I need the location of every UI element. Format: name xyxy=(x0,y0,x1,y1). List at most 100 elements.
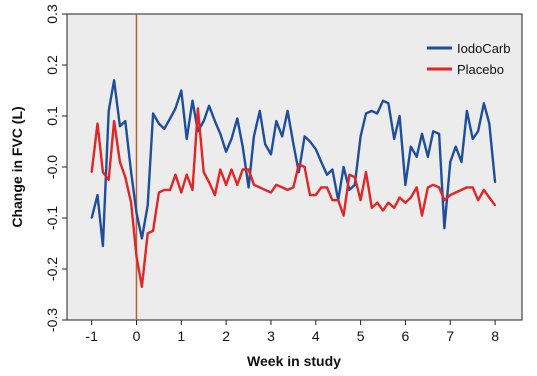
data-point-placebo xyxy=(370,206,373,209)
data-point-iodocarb xyxy=(169,117,172,120)
data-point-placebo xyxy=(393,206,396,209)
data-point-iodocarb xyxy=(376,112,379,115)
data-point-iodocarb xyxy=(253,135,255,138)
data-point-placebo xyxy=(225,183,228,186)
x-axis-ticks: -1 0 1 2 3 4 5 6 7 8 xyxy=(85,320,499,344)
data-point-iodocarb xyxy=(488,122,491,125)
data-point-placebo xyxy=(247,168,250,171)
data-point-placebo xyxy=(359,199,362,202)
data-point-placebo xyxy=(107,178,110,181)
data-point-iodocarb xyxy=(225,150,228,153)
data-point-placebo xyxy=(426,186,429,189)
data-point-placebo xyxy=(152,229,154,232)
data-point-placebo xyxy=(314,194,317,196)
data-point-iodocarb xyxy=(258,110,261,112)
data-point-iodocarb xyxy=(477,130,479,133)
data-point-iodocarb xyxy=(202,120,205,122)
data-point-placebo xyxy=(185,173,188,176)
data-point-iodocarb xyxy=(387,102,390,105)
y-tick-label: 0.1 xyxy=(44,106,60,126)
data-point-iodocarb xyxy=(482,102,485,105)
data-point-placebo xyxy=(219,168,222,171)
data-point-placebo xyxy=(140,285,143,288)
data-point-iodocarb xyxy=(146,204,149,207)
data-point-placebo xyxy=(454,191,457,194)
data-point-placebo xyxy=(409,196,412,199)
data-point-iodocarb xyxy=(140,237,143,240)
data-point-iodocarb xyxy=(409,145,412,148)
data-point-iodocarb xyxy=(214,120,216,122)
data-point-iodocarb xyxy=(454,145,457,148)
data-point-iodocarb xyxy=(365,112,367,115)
data-point-placebo xyxy=(494,204,497,207)
data-point-iodocarb xyxy=(113,79,115,82)
data-point-placebo xyxy=(90,171,93,174)
data-point-placebo xyxy=(438,186,440,189)
data-point-iodocarb xyxy=(348,189,351,191)
data-point-iodocarb xyxy=(130,171,133,174)
data-point-iodocarb xyxy=(292,143,295,145)
data-point-placebo xyxy=(253,183,255,186)
plot-area xyxy=(66,13,523,321)
data-point-iodocarb xyxy=(359,135,362,138)
data-point-iodocarb xyxy=(326,173,328,176)
data-point-placebo xyxy=(96,122,99,125)
data-point-placebo xyxy=(320,186,323,189)
data-point-placebo xyxy=(443,199,446,202)
y-tick-label: 0.3 xyxy=(44,4,60,24)
data-point-iodocarb xyxy=(494,181,497,184)
x-tick-label: 8 xyxy=(491,328,499,344)
data-point-iodocarb xyxy=(124,120,127,122)
data-point-iodocarb xyxy=(314,148,317,151)
data-point-iodocarb xyxy=(443,227,446,230)
data-point-iodocarb xyxy=(174,107,177,110)
legend-label-placebo: Placebo xyxy=(457,62,504,77)
data-point-iodocarb xyxy=(90,217,93,219)
data-point-iodocarb xyxy=(382,99,384,102)
data-point-placebo xyxy=(415,186,418,189)
data-point-placebo xyxy=(421,214,423,217)
data-point-iodocarb xyxy=(118,125,121,128)
y-tick-label: -0.1 xyxy=(44,206,60,230)
x-tick-label: 2 xyxy=(222,328,230,344)
data-point-placebo xyxy=(169,189,172,191)
legend-label-iodocarb: IodoCarb xyxy=(457,41,510,56)
data-point-iodocarb xyxy=(426,155,429,158)
data-point-placebo xyxy=(163,189,166,191)
x-tick-label: -1 xyxy=(85,328,98,344)
data-point-placebo xyxy=(471,186,474,189)
data-point-placebo xyxy=(482,189,485,191)
data-point-iodocarb xyxy=(241,145,244,148)
data-point-iodocarb xyxy=(438,132,440,135)
y-tick-label: 0.2 xyxy=(44,55,60,75)
data-point-iodocarb xyxy=(393,138,396,140)
data-point-iodocarb xyxy=(264,143,267,145)
data-point-iodocarb xyxy=(152,112,154,115)
data-point-iodocarb xyxy=(247,186,250,189)
data-point-iodocarb xyxy=(185,138,188,140)
y-tick-label: -0.0 xyxy=(44,155,60,179)
data-point-placebo xyxy=(449,194,452,196)
series-layer xyxy=(90,79,497,288)
data-point-placebo xyxy=(309,194,311,196)
data-point-placebo xyxy=(297,163,300,166)
data-point-placebo xyxy=(130,201,133,204)
data-point-placebo xyxy=(124,176,127,179)
data-point-iodocarb xyxy=(281,135,284,138)
x-tick-label: 1 xyxy=(177,328,185,344)
data-point-placebo xyxy=(180,191,183,194)
data-point-placebo xyxy=(460,189,463,191)
y-tick-label: -0.3 xyxy=(44,308,60,332)
data-point-iodocarb xyxy=(432,130,435,133)
data-point-iodocarb xyxy=(163,127,166,130)
data-point-iodocarb xyxy=(353,183,356,186)
data-point-placebo xyxy=(398,196,401,199)
data-point-placebo xyxy=(465,186,468,189)
data-point-iodocarb xyxy=(191,99,194,102)
data-point-placebo xyxy=(191,189,194,191)
data-point-iodocarb xyxy=(270,153,272,156)
data-point-iodocarb xyxy=(230,138,233,140)
data-point-placebo xyxy=(365,171,367,174)
data-point-iodocarb xyxy=(342,166,345,168)
